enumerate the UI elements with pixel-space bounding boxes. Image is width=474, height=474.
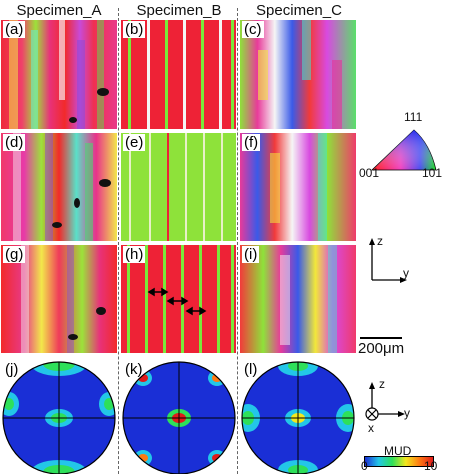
ipf-color-key [371, 129, 437, 171]
pole-figure-l-image [241, 361, 355, 474]
ebsd-map-b-image [121, 20, 236, 129]
mud-legend-min: 0 [361, 459, 368, 473]
column-divider-right [237, 8, 238, 474]
spacing-arrow-2 [166, 296, 189, 306]
map-axis-z: z [377, 234, 383, 248]
column-title-specimen-a: Specimen_A [16, 2, 102, 19]
column-title-specimen-c: Specimen_C [256, 2, 342, 19]
panel-label-b: (b) [123, 21, 146, 38]
ebsd-map-g: (g) [1, 245, 117, 353]
pole-axes-icon [365, 382, 405, 421]
mud-legend-max: 10 [424, 459, 438, 473]
panel-label-d: (d) [3, 134, 26, 151]
ebsd-map-d-image [1, 133, 117, 241]
ebsd-map-f: (f) [240, 133, 356, 241]
panel-label-l: (l) [244, 361, 258, 378]
pole-axis-y: y [404, 406, 410, 420]
ebsd-map-c: (c) [240, 20, 356, 129]
ebsd-map-a: (a) [1, 20, 117, 129]
ipf-label-001: 001 [359, 166, 380, 180]
panel-label-f: (f) [242, 134, 261, 151]
panel-label-j: (j) [5, 361, 19, 378]
panel-label-a: (a) [3, 21, 26, 38]
spacing-arrow-1 [147, 287, 169, 297]
pole-axis-x: x [368, 421, 374, 435]
pole-axis-z: z [379, 377, 385, 391]
scale-bar-line [360, 337, 402, 339]
ebsd-map-c-image [240, 20, 356, 129]
panel-label-i: (i) [242, 246, 260, 263]
pole-figure-l: (l) [240, 360, 356, 474]
ebsd-map-h: (h) [121, 245, 236, 353]
pole-figure-j-image [2, 361, 116, 474]
column-divider-left [118, 8, 119, 474]
scale-bar-label: 200μm [358, 340, 405, 357]
ebsd-map-g-image [1, 245, 117, 353]
panel-label-k: (k) [125, 361, 143, 378]
pole-figure-k: (k) [121, 360, 237, 474]
column-title-specimen-b: Specimen_B [136, 2, 222, 19]
map-axis-y: y [403, 266, 409, 280]
ebsd-map-f-image [240, 133, 356, 241]
ebsd-map-e: (e) [121, 133, 236, 241]
ebsd-map-a-image [1, 20, 117, 129]
mud-legend-title: MUD [384, 444, 412, 458]
ipf-label-101: 101 [422, 166, 443, 180]
pole-figure-k-image [122, 361, 236, 474]
mud-colorbar [364, 456, 434, 467]
pole-figure-j: (j) [1, 360, 117, 474]
panel-label-g: (g) [3, 246, 26, 263]
panel-label-c: (c) [242, 21, 264, 38]
ebsd-map-i-image [240, 245, 356, 353]
ipf-label-111: 111 [404, 110, 423, 124]
ebsd-map-b: (b) [121, 20, 236, 129]
panel-label-h: (h) [123, 246, 146, 263]
map-axes-icon [369, 238, 407, 283]
ebsd-map-h-image [121, 245, 236, 353]
spacing-arrow-3 [185, 306, 207, 316]
ebsd-map-i: (i) [240, 245, 356, 353]
panel-label-e: (e) [123, 134, 146, 151]
ebsd-map-e-image [121, 133, 236, 241]
ebsd-map-d: (d) [1, 133, 117, 241]
